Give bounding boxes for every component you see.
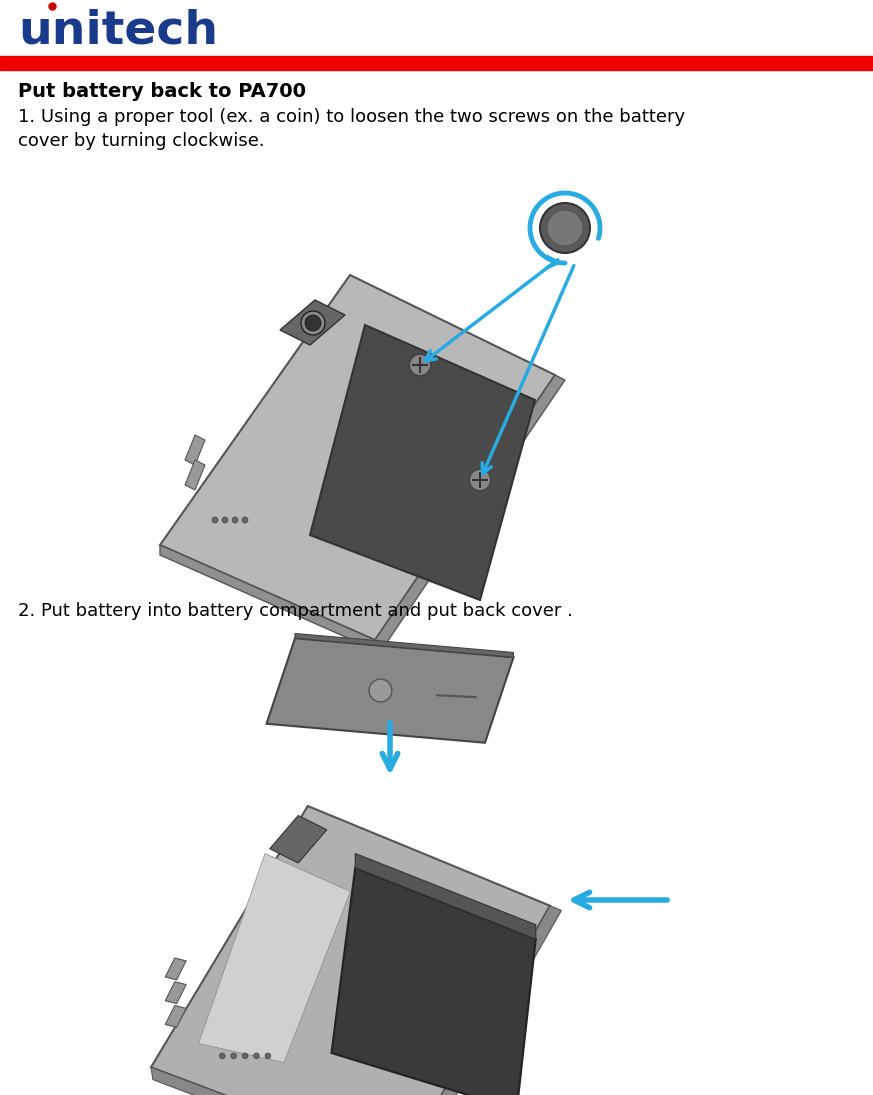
Polygon shape — [402, 906, 561, 1095]
Polygon shape — [198, 853, 350, 1062]
Text: 1. Using a proper tool (ex. a coin) to loosen the two screws on the battery: 1. Using a proper tool (ex. a coin) to l… — [18, 108, 685, 126]
Polygon shape — [375, 374, 565, 645]
Polygon shape — [151, 806, 550, 1095]
Polygon shape — [185, 460, 205, 489]
Bar — [0, 56, 873, 70]
Polygon shape — [280, 300, 345, 345]
Polygon shape — [332, 867, 536, 1095]
Polygon shape — [270, 816, 327, 863]
Text: cover by turning clockwise.: cover by turning clockwise. — [18, 132, 265, 150]
Text: Put battery back to PA700: Put battery back to PA700 — [18, 82, 306, 101]
Text: 2. Put battery into battery compartment and put back cover .: 2. Put battery into battery compartment … — [18, 602, 573, 620]
Polygon shape — [295, 634, 513, 657]
Polygon shape — [266, 638, 513, 742]
Circle shape — [253, 1053, 259, 1059]
Circle shape — [219, 1053, 225, 1059]
Circle shape — [540, 203, 590, 253]
Polygon shape — [165, 958, 186, 980]
Circle shape — [305, 315, 321, 331]
Polygon shape — [165, 1005, 186, 1027]
Circle shape — [230, 1053, 237, 1059]
Circle shape — [369, 679, 392, 702]
Circle shape — [547, 210, 583, 246]
Polygon shape — [310, 325, 535, 600]
Circle shape — [469, 469, 491, 491]
Circle shape — [222, 517, 228, 523]
Polygon shape — [160, 545, 375, 650]
Polygon shape — [160, 275, 555, 639]
Text: unitech: unitech — [18, 8, 218, 53]
Circle shape — [242, 517, 248, 523]
Polygon shape — [355, 853, 536, 940]
Circle shape — [242, 1053, 248, 1059]
Circle shape — [409, 354, 431, 376]
Polygon shape — [165, 982, 186, 1004]
Circle shape — [301, 311, 325, 335]
Circle shape — [232, 517, 238, 523]
Polygon shape — [151, 1068, 402, 1095]
Circle shape — [212, 517, 218, 523]
Polygon shape — [185, 435, 205, 465]
Circle shape — [265, 1053, 271, 1059]
